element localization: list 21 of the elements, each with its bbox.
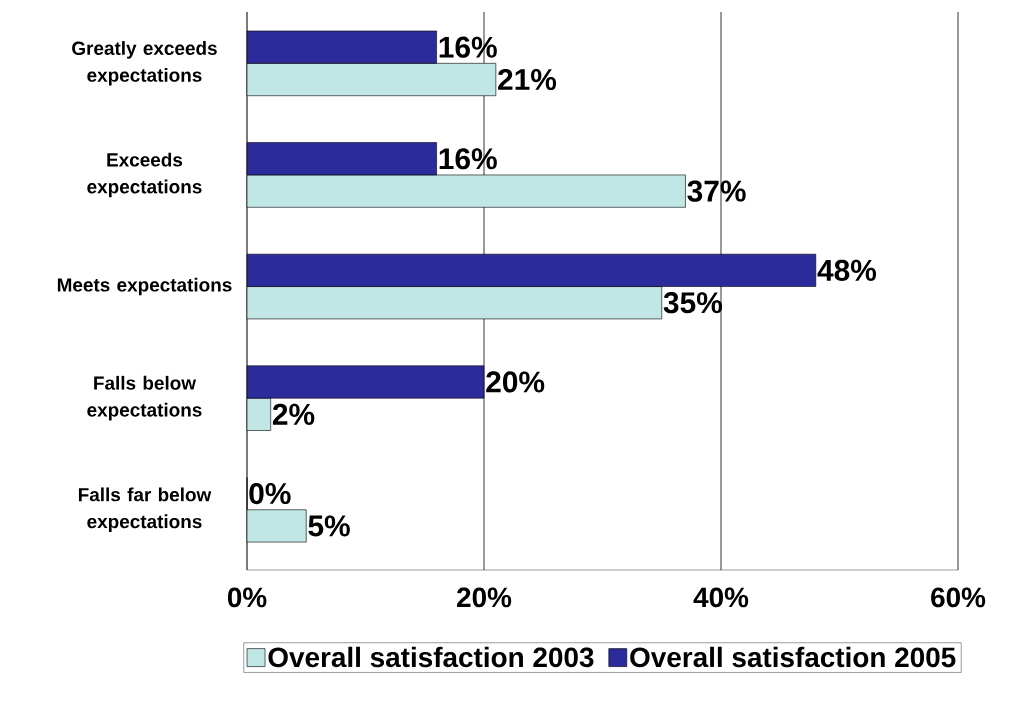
data-label: 20% [486,371,545,393]
data-label: 48% [817,259,877,281]
x-tick-label: 40% [693,587,749,608]
data-label: 35% [663,292,722,314]
data-label: 21% [498,68,557,91]
data-label: 0% [249,482,291,505]
legend-label: Overall satisfaction 2003 [268,646,594,668]
y-tick-label: Falls far below expectations [78,487,212,533]
x-tick-label: 0% [227,587,267,608]
x-tick-label: 20% [457,587,512,608]
data-label: 16% [439,36,497,58]
x-tick-label: 60% [931,587,986,608]
y-tick-label: Falls below expectations [87,375,202,421]
data-label: 5% [308,515,350,537]
y-tick-label: Meets expectations [57,277,232,296]
y-tick-label: Greatly exceeds expectations [72,41,217,86]
data-label: 37% [687,180,746,202]
data-label: 2% [272,403,315,425]
data-label: 16% [439,148,497,170]
y-tick-label: Exceeds expectations [87,152,202,198]
legend-label: Overall satisfaction 2005 [630,646,956,668]
